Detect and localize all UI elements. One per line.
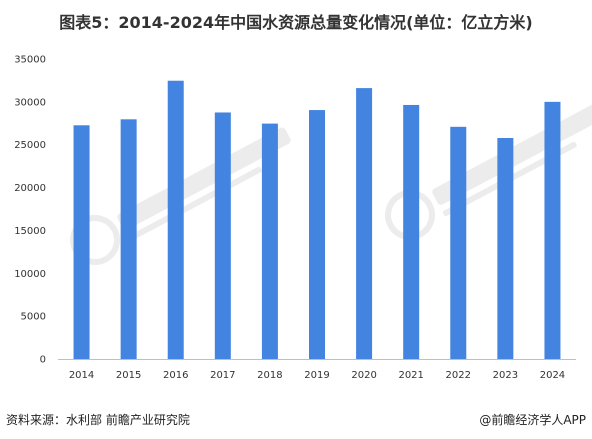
y-tick-label: 15000 <box>14 226 46 237</box>
bar <box>497 138 514 359</box>
x-tick-label: 2014 <box>69 370 94 381</box>
x-tick-label: 2022 <box>446 370 471 381</box>
x-tick-label: 2018 <box>257 370 282 381</box>
y-tick-label: 5000 <box>21 312 46 323</box>
bar <box>403 104 420 360</box>
x-tick-label: 2019 <box>304 370 329 381</box>
bar <box>167 80 184 359</box>
x-tick-label: 2017 <box>210 370 235 381</box>
bar <box>73 125 90 359</box>
x-tick-label: 2016 <box>163 370 188 381</box>
y-tick-label: 20000 <box>14 183 46 194</box>
chart-title: 图表5：2014-2024年中国水资源总量变化情况(单位：亿立方米) <box>59 13 533 32</box>
x-axis-ticks: 2014 2015 2016 2017 2018 2019 2020 2021 2022 2023… <box>69 370 565 381</box>
brand-credit: @前瞻经济学人APP <box>479 413 586 427</box>
x-tick-label: 2023 <box>493 370 518 381</box>
x-tick-label: 2020 <box>351 370 376 381</box>
bars-group <box>73 80 561 360</box>
bar <box>544 101 561 359</box>
y-tick-label: 35000 <box>14 55 46 66</box>
bar <box>261 123 278 359</box>
bar <box>309 110 325 359</box>
bar <box>214 112 231 359</box>
y-tick-label: 30000 <box>14 97 46 108</box>
y-tick-label: 10000 <box>14 269 46 280</box>
source-note: 资料来源：水利部 前瞻产业研究院 <box>6 413 190 427</box>
x-tick-label: 2021 <box>398 370 423 381</box>
bar <box>120 119 137 360</box>
x-tick-label: 2015 <box>116 370 141 381</box>
y-tick-label: 25000 <box>14 140 46 151</box>
y-tick-label: 0 <box>40 355 46 366</box>
bar <box>450 126 467 360</box>
bar <box>356 88 373 359</box>
x-tick-label: 2024 <box>540 370 565 381</box>
y-axis-ticks: 0 5000 10000 15000 20000 25000 30000 35000 <box>14 55 46 366</box>
